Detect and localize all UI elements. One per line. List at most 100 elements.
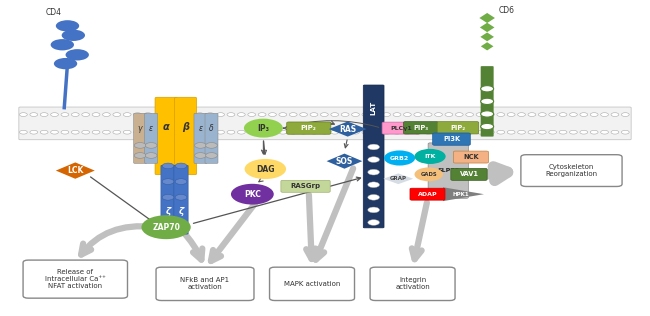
Circle shape bbox=[435, 113, 443, 117]
Text: GRB2: GRB2 bbox=[390, 155, 410, 161]
Circle shape bbox=[268, 113, 276, 117]
Circle shape bbox=[445, 130, 453, 134]
FancyBboxPatch shape bbox=[437, 122, 478, 134]
Circle shape bbox=[142, 215, 190, 239]
Text: VAV1: VAV1 bbox=[460, 171, 478, 177]
Text: PI3K: PI3K bbox=[443, 136, 460, 142]
Text: CD4: CD4 bbox=[46, 8, 62, 17]
Circle shape bbox=[517, 130, 525, 134]
Circle shape bbox=[146, 153, 157, 158]
FancyBboxPatch shape bbox=[205, 113, 218, 163]
Circle shape bbox=[435, 130, 443, 134]
FancyBboxPatch shape bbox=[145, 113, 158, 163]
Circle shape bbox=[480, 98, 493, 105]
Circle shape bbox=[279, 113, 287, 117]
Circle shape bbox=[341, 130, 349, 134]
Circle shape bbox=[227, 130, 235, 134]
Polygon shape bbox=[481, 42, 493, 51]
Circle shape bbox=[507, 113, 515, 117]
FancyBboxPatch shape bbox=[281, 180, 330, 192]
Circle shape bbox=[134, 113, 142, 117]
Circle shape bbox=[549, 113, 556, 117]
Text: LAT: LAT bbox=[370, 100, 376, 115]
Text: ε: ε bbox=[149, 124, 153, 133]
Text: GRAP: GRAP bbox=[390, 176, 407, 181]
Circle shape bbox=[82, 113, 90, 117]
Circle shape bbox=[476, 113, 484, 117]
Circle shape bbox=[569, 113, 577, 117]
Circle shape bbox=[40, 130, 48, 134]
Circle shape bbox=[383, 130, 391, 134]
Circle shape bbox=[258, 113, 266, 117]
Circle shape bbox=[580, 113, 588, 117]
Text: γ: γ bbox=[138, 124, 142, 133]
Circle shape bbox=[237, 113, 245, 117]
Circle shape bbox=[20, 113, 27, 117]
Circle shape bbox=[92, 130, 100, 134]
Circle shape bbox=[331, 113, 339, 117]
Text: IP₃: IP₃ bbox=[257, 124, 269, 133]
Circle shape bbox=[601, 113, 608, 117]
Circle shape bbox=[456, 130, 463, 134]
FancyBboxPatch shape bbox=[428, 143, 469, 198]
Text: CD6: CD6 bbox=[499, 6, 515, 15]
FancyBboxPatch shape bbox=[134, 113, 147, 163]
FancyBboxPatch shape bbox=[410, 188, 445, 200]
Circle shape bbox=[368, 207, 380, 213]
Circle shape bbox=[279, 130, 287, 134]
Circle shape bbox=[162, 163, 174, 169]
Circle shape bbox=[621, 130, 629, 134]
Text: PIP₂: PIP₂ bbox=[450, 125, 465, 131]
Circle shape bbox=[56, 20, 79, 32]
Circle shape bbox=[185, 130, 193, 134]
Circle shape bbox=[165, 113, 173, 117]
Text: HPK1: HPK1 bbox=[453, 192, 469, 197]
Circle shape bbox=[331, 130, 339, 134]
Circle shape bbox=[103, 130, 111, 134]
Circle shape bbox=[424, 130, 432, 134]
Circle shape bbox=[415, 149, 446, 164]
Circle shape bbox=[590, 113, 598, 117]
Circle shape bbox=[40, 113, 48, 117]
FancyBboxPatch shape bbox=[194, 113, 207, 163]
Circle shape bbox=[175, 130, 183, 134]
Circle shape bbox=[103, 113, 111, 117]
Circle shape bbox=[415, 167, 443, 181]
Circle shape bbox=[466, 113, 474, 117]
Circle shape bbox=[289, 130, 297, 134]
Circle shape bbox=[196, 130, 203, 134]
Circle shape bbox=[486, 130, 494, 134]
Circle shape bbox=[175, 179, 187, 185]
Circle shape bbox=[205, 153, 217, 158]
FancyBboxPatch shape bbox=[480, 66, 493, 137]
Text: δ: δ bbox=[209, 124, 214, 133]
Circle shape bbox=[113, 130, 121, 134]
Text: ε: ε bbox=[198, 124, 203, 133]
Circle shape bbox=[62, 30, 85, 41]
Circle shape bbox=[393, 130, 401, 134]
Circle shape bbox=[528, 130, 536, 134]
Circle shape bbox=[486, 113, 494, 117]
Circle shape bbox=[165, 130, 173, 134]
Circle shape bbox=[466, 130, 474, 134]
Circle shape bbox=[517, 113, 525, 117]
Circle shape bbox=[320, 113, 328, 117]
Circle shape bbox=[258, 130, 266, 134]
Circle shape bbox=[549, 130, 556, 134]
Circle shape bbox=[368, 144, 380, 150]
Circle shape bbox=[124, 130, 131, 134]
Circle shape bbox=[92, 113, 100, 117]
Circle shape bbox=[368, 182, 380, 188]
Circle shape bbox=[175, 113, 183, 117]
Text: PIP₂: PIP₂ bbox=[301, 125, 317, 131]
Text: β: β bbox=[182, 122, 189, 131]
Circle shape bbox=[30, 113, 38, 117]
Polygon shape bbox=[56, 162, 95, 179]
Circle shape bbox=[185, 113, 193, 117]
Circle shape bbox=[372, 130, 380, 134]
Polygon shape bbox=[480, 33, 494, 41]
Circle shape bbox=[196, 113, 203, 117]
Circle shape bbox=[216, 130, 224, 134]
Circle shape bbox=[231, 184, 274, 204]
Circle shape bbox=[559, 113, 567, 117]
